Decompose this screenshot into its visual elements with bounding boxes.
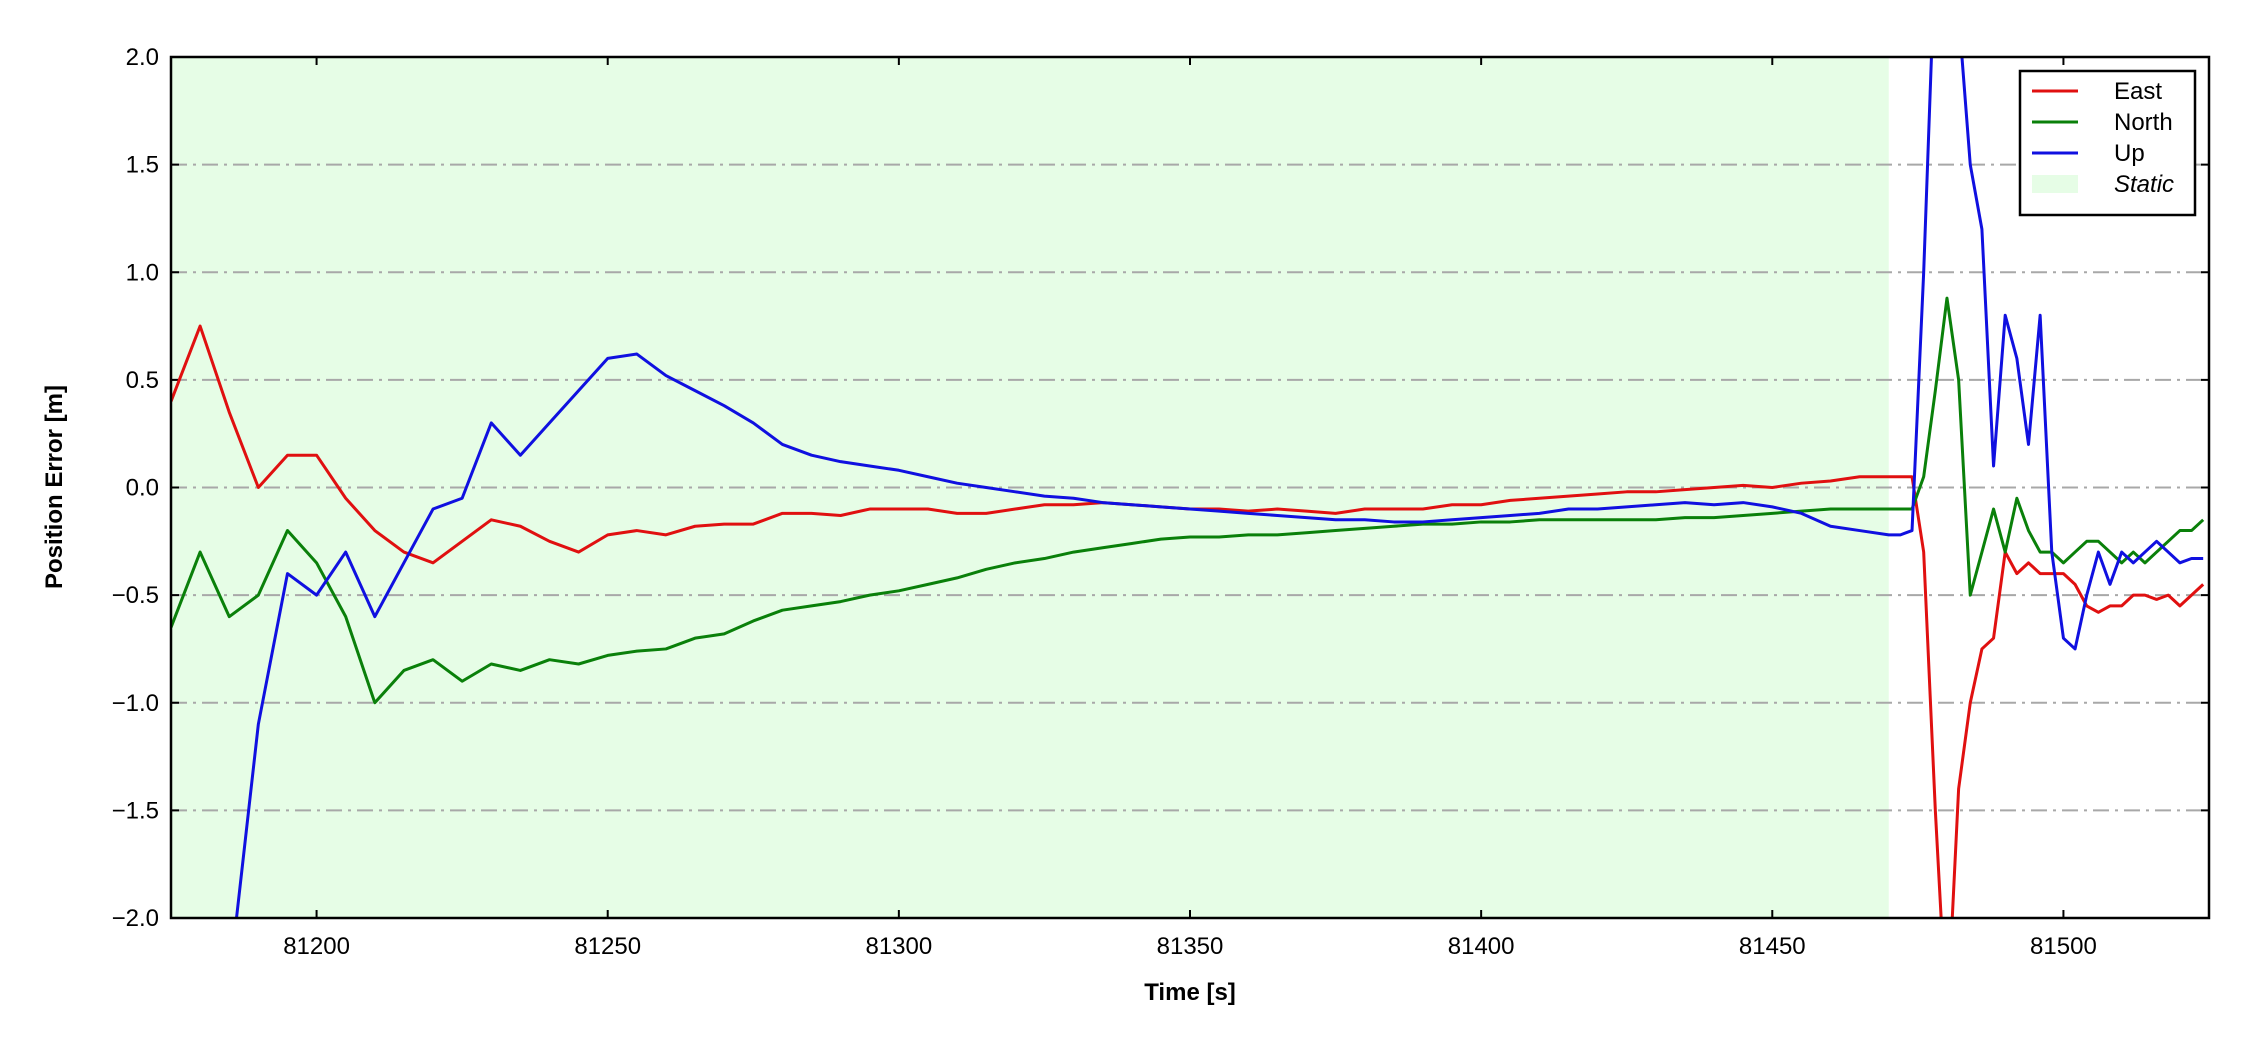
legend-label: Static xyxy=(2114,171,2174,198)
y-axis-label: Position Error [m] xyxy=(41,385,68,589)
y-tick-label: 0.0 xyxy=(126,475,159,502)
series-line xyxy=(234,57,2204,918)
x-tick-label: 81300 xyxy=(865,933,932,960)
legend-label: Up xyxy=(2114,140,2145,167)
y-tick-label: −1.5 xyxy=(112,797,159,824)
plot-frame xyxy=(169,55,2211,920)
x-tick-label: 81400 xyxy=(1448,933,1515,960)
x-tick-label: 81200 xyxy=(283,933,350,960)
x-tick-label: 81350 xyxy=(1157,933,1224,960)
y-tick-label: 1.5 xyxy=(126,152,159,179)
y-tick-label: −0.5 xyxy=(112,582,159,609)
series-line xyxy=(171,296,2205,705)
series-line xyxy=(171,324,2205,918)
y-tick-label: −2.0 xyxy=(112,905,159,932)
legend-swatch xyxy=(2032,175,2078,193)
plot-area xyxy=(171,57,2205,918)
y-tick-label: −1.0 xyxy=(112,690,159,717)
legend-label: North xyxy=(2114,109,2173,136)
y-tick-label: 0.5 xyxy=(126,367,159,394)
x-tick-label: 81500 xyxy=(2030,933,2097,960)
y-tick-label: 1.0 xyxy=(126,259,159,286)
legend-label: East xyxy=(2114,78,2162,105)
y-tick-label: 2.0 xyxy=(126,44,159,71)
x-tick-label: 81250 xyxy=(574,933,641,960)
x-axis-label: Time [s] xyxy=(1144,979,1236,1006)
x-tick-label: 81450 xyxy=(1739,933,1806,960)
